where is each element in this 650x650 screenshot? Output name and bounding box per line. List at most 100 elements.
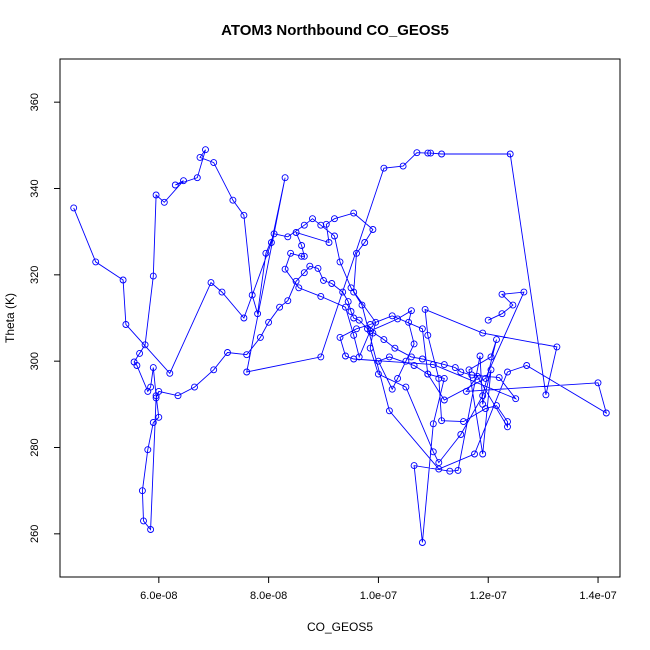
data-point [407, 307, 415, 315]
data-point [520, 288, 528, 296]
data-point [410, 362, 418, 369]
data-point [374, 370, 382, 378]
data-point [366, 344, 374, 352]
data-point [347, 284, 355, 292]
data-point [374, 357, 382, 365]
data-point [484, 316, 492, 324]
data-point [152, 394, 160, 402]
data-point [424, 370, 432, 378]
data-point [369, 329, 377, 337]
data-point [281, 174, 289, 182]
data-point [155, 387, 163, 395]
data-point [440, 361, 448, 369]
series-layer [70, 146, 610, 546]
data-point [306, 262, 314, 270]
data-point [391, 344, 399, 352]
data-point [369, 226, 377, 233]
data-point [152, 191, 160, 199]
data-point [240, 314, 248, 322]
data-point [353, 249, 360, 257]
data-point [418, 325, 426, 333]
data-point [438, 150, 446, 158]
data-point [147, 383, 155, 391]
data-point [402, 383, 410, 391]
data-point [498, 290, 506, 298]
data-point [487, 366, 495, 374]
data-point [300, 252, 308, 260]
data-point [243, 368, 251, 376]
data-point [506, 150, 514, 158]
data-point [141, 341, 149, 349]
data-point [210, 366, 218, 374]
data-point [479, 450, 487, 458]
data-point [265, 318, 273, 326]
data-point [350, 331, 358, 339]
data-point [451, 364, 459, 372]
data-point [70, 204, 78, 212]
y-tick-label: 260 [29, 525, 41, 543]
data-point [292, 229, 300, 236]
data-point [460, 418, 467, 426]
data-point [240, 211, 248, 219]
data-point [385, 407, 393, 415]
data-point [140, 517, 147, 525]
data-point [317, 353, 325, 361]
data-point [471, 450, 478, 458]
data-point [394, 315, 402, 323]
data-point [155, 413, 163, 421]
data-point [418, 355, 426, 363]
data-point [424, 149, 432, 157]
data-point [298, 242, 306, 249]
data-point [119, 276, 127, 284]
data-point [171, 181, 179, 189]
data-point [149, 272, 157, 280]
x-tick-label: 1.4e-07 [579, 590, 616, 602]
y-tick-label: 320 [29, 266, 41, 284]
data-point [388, 385, 396, 393]
data-point [366, 321, 374, 328]
data-point [388, 312, 396, 320]
data-point [256, 333, 264, 341]
data-point [487, 353, 495, 361]
data-point [504, 368, 511, 376]
y-tick-label: 360 [29, 93, 41, 111]
data-point [380, 336, 388, 344]
x-tick-label: 8.0e-08 [250, 590, 287, 602]
data-point [553, 343, 561, 351]
series-line [73, 149, 608, 543]
data-point [457, 368, 465, 376]
data-point [344, 298, 352, 306]
data-point [493, 402, 500, 410]
data-point [479, 329, 487, 337]
y-axis: 260 280 300 320 340 360 [29, 93, 61, 543]
data-point [454, 466, 462, 474]
data-point [295, 284, 303, 292]
y-tick-label: 300 [29, 352, 41, 370]
data-point [298, 252, 306, 260]
data-point [399, 162, 407, 170]
data-point [427, 149, 435, 157]
data-point [358, 301, 366, 309]
data-point [440, 396, 448, 404]
data-point [429, 420, 437, 428]
data-point [421, 305, 429, 313]
data-point [350, 209, 358, 217]
data-point [136, 349, 144, 357]
data-point [284, 297, 292, 305]
data-point [287, 249, 295, 257]
data-point [602, 409, 610, 417]
data-point [320, 276, 327, 284]
data-point [504, 418, 511, 426]
data-point [224, 349, 231, 356]
data-point [495, 374, 503, 382]
data-point [339, 288, 347, 296]
data-point [270, 230, 278, 238]
data-point [353, 325, 360, 333]
data-point [309, 215, 316, 223]
data-point [361, 239, 369, 246]
data-point [328, 280, 336, 287]
data-point [174, 392, 182, 400]
data-point [300, 269, 308, 277]
data-point [435, 465, 443, 473]
